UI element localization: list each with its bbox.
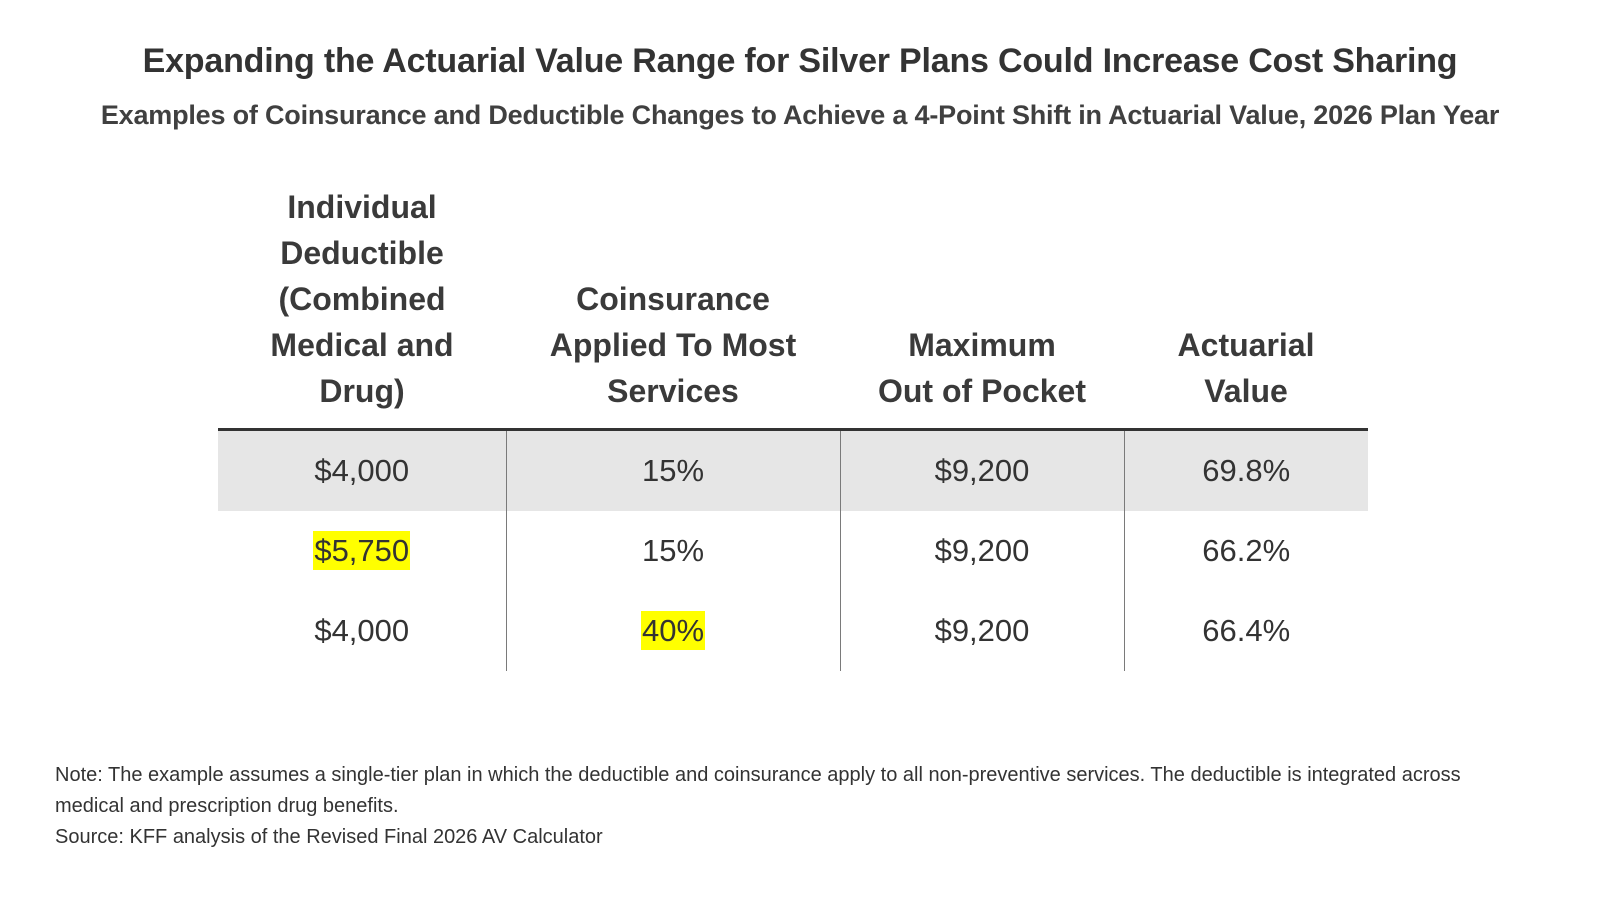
header-deductible-label: Individual Deductible (Combined Medical …	[270, 189, 454, 409]
cell-actuarial-value: 66.4%	[1124, 591, 1368, 671]
cell-deductible: $4,000	[218, 429, 507, 511]
cell-actuarial-value: 66.2%	[1124, 511, 1368, 591]
cell-max-oop: $9,200	[840, 511, 1125, 591]
cell-deductible-value: $4,000	[314, 613, 410, 648]
chart-subtitle: Examples of Coinsurance and Deductible C…	[100, 100, 1500, 130]
source-text: Source: KFF analysis of the Revised Fina…	[55, 826, 603, 848]
av-table: Individual Deductible (Combined Medical …	[218, 170, 1368, 671]
cell-deductible-value: $4,000	[314, 453, 410, 488]
cell-max-oop-value: $9,200	[934, 453, 1030, 488]
table-header-row: Individual Deductible (Combined Medical …	[218, 170, 1368, 431]
cell-coinsurance: 15%	[506, 511, 841, 591]
table-body: $4,000 15% $9,200 69.8% $5,750 15% $9,200 66.2%…	[218, 429, 1368, 671]
cell-coinsurance: 40%	[506, 591, 841, 671]
cell-max-oop-value: $9,200	[934, 613, 1030, 648]
footnote: Note: The example assumes a single-tier …	[55, 760, 1495, 853]
cell-coinsurance-value: 40%	[640, 611, 706, 650]
cell-actuarial-value: 69.8%	[1124, 429, 1368, 511]
header-max-oop-label: Maximum Out of Pocket	[877, 327, 1086, 409]
header-actuarial-value: Actuarial Value	[1124, 170, 1368, 431]
table-row: $5,750 15% $9,200 66.2%	[218, 511, 1368, 591]
header-max-oop: Maximum Out of Pocket	[840, 170, 1124, 431]
chart-title: Expanding the Actuarial Value Range for …	[142, 42, 1458, 80]
cell-actuarial-value-value: 66.4%	[1202, 613, 1291, 648]
table-row: $4,000 15% $9,200 69.8%	[218, 429, 1368, 511]
header-actuarial-value-label: Actuarial Value	[1177, 327, 1315, 409]
cell-coinsurance: 15%	[506, 429, 841, 511]
cell-deductible: $5,750	[218, 511, 507, 591]
cell-actuarial-value-value: 66.2%	[1202, 533, 1291, 568]
cell-max-oop-value: $9,200	[934, 533, 1030, 568]
cell-max-oop: $9,200	[840, 591, 1125, 671]
header-coinsurance: Coinsurance Applied To Most Services	[506, 170, 840, 431]
cell-coinsurance-value: 15%	[641, 533, 705, 568]
cell-actuarial-value-value: 69.8%	[1202, 453, 1291, 488]
header-coinsurance-label: Coinsurance Applied To Most Services	[549, 281, 797, 409]
header-deductible: Individual Deductible (Combined Medical …	[218, 170, 506, 431]
table-row: $4,000 40% $9,200 66.4%	[218, 591, 1368, 671]
cell-max-oop: $9,200	[840, 429, 1125, 511]
cell-deductible-value: $5,750	[313, 531, 411, 570]
note-text: Note: The example assumes a single-tier …	[55, 764, 1461, 817]
av-table-container: Individual Deductible (Combined Medical …	[218, 170, 1368, 671]
cell-deductible: $4,000	[218, 591, 507, 671]
cell-coinsurance-value: 15%	[641, 453, 705, 488]
